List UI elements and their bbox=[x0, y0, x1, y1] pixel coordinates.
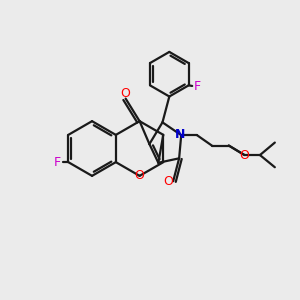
Text: F: F bbox=[194, 80, 201, 93]
Text: F: F bbox=[53, 156, 61, 169]
Text: N: N bbox=[175, 128, 185, 141]
Text: O: O bbox=[121, 87, 130, 100]
Text: O: O bbox=[163, 175, 173, 188]
Text: O: O bbox=[240, 148, 250, 162]
Text: O: O bbox=[135, 169, 145, 182]
